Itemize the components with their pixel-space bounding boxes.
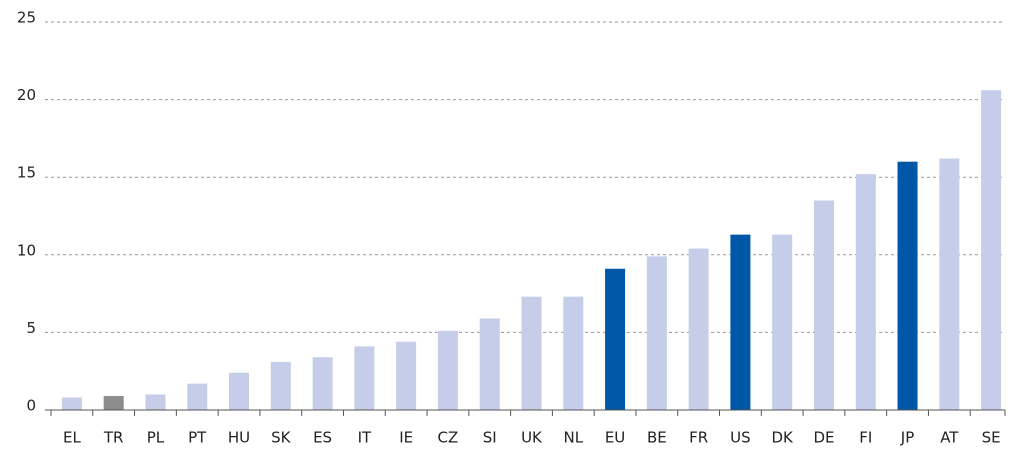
bar	[605, 268, 626, 410]
bar	[521, 296, 542, 410]
x-tick-label: CZ	[438, 429, 459, 447]
x-tick-label: EL	[63, 429, 81, 447]
x-tick-label: EU	[605, 429, 625, 447]
bar	[354, 346, 375, 410]
bar	[312, 357, 333, 410]
bar	[563, 296, 584, 410]
bar	[855, 174, 876, 410]
bar	[813, 200, 834, 410]
y-tick-label: 20	[17, 86, 36, 104]
x-tick-label: SI	[483, 429, 497, 447]
bar	[772, 234, 793, 410]
bar	[981, 90, 1002, 411]
bar	[730, 234, 751, 410]
x-tick-label: NL	[563, 429, 583, 447]
x-tick-label: ES	[313, 429, 332, 447]
x-tick-label: US	[730, 429, 751, 447]
bar	[646, 256, 667, 410]
x-tick-label: HU	[228, 429, 250, 447]
x-tick-label: DE	[813, 429, 834, 447]
bar	[897, 161, 918, 410]
bar	[688, 248, 709, 410]
x-tick-label: TR	[103, 429, 124, 447]
bar	[145, 394, 166, 410]
x-tick-label: PL	[147, 429, 165, 447]
y-tick-label: 10	[17, 241, 36, 259]
x-tick-label: IE	[399, 429, 413, 447]
y-tick-label: 0	[26, 397, 36, 415]
y-tick-label: 5	[26, 319, 36, 337]
x-tick-label: IT	[358, 429, 372, 447]
y-tick-label: 15	[17, 164, 36, 182]
x-tick-label: DK	[772, 429, 795, 447]
bar	[229, 372, 250, 410]
x-tick-label: BE	[647, 429, 667, 447]
y-tick-label: 25	[17, 9, 36, 27]
bar	[270, 361, 291, 410]
x-tick-label: FI	[859, 429, 872, 447]
bar	[103, 396, 124, 410]
bar	[187, 383, 208, 410]
x-tick-label: JP	[900, 429, 914, 447]
x-tick-label: SE	[982, 429, 1001, 447]
bar	[479, 318, 500, 410]
bar	[396, 341, 417, 410]
x-tick-label: UK	[521, 429, 543, 447]
x-tick-label: PT	[188, 429, 207, 447]
bar	[437, 330, 458, 410]
bar	[61, 397, 82, 410]
x-tick-label: FR	[689, 429, 708, 447]
bar	[939, 158, 960, 410]
x-tick-label: AT	[940, 429, 959, 447]
x-tick-label: SK	[271, 429, 292, 447]
